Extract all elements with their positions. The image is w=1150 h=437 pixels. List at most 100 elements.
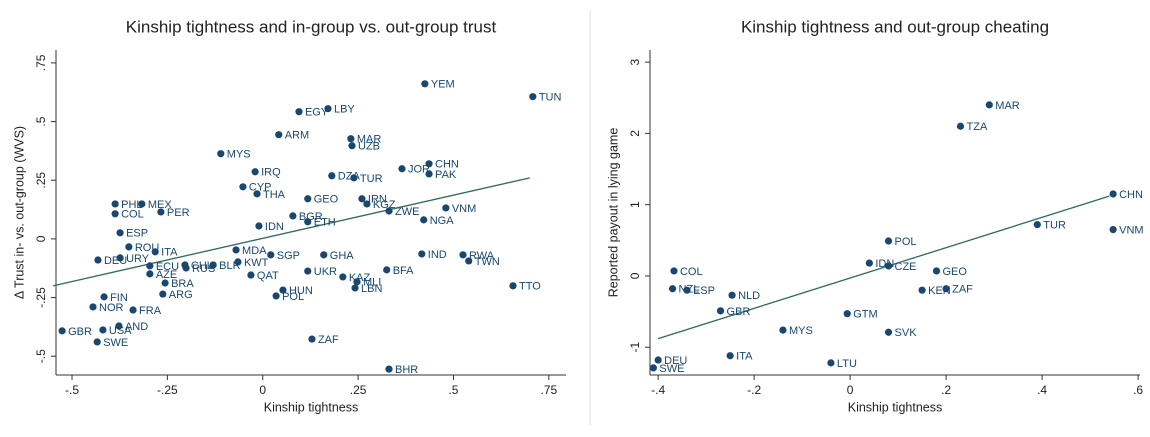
x-tick-label: 0 xyxy=(259,383,266,397)
point-label: KWT xyxy=(244,257,269,269)
point-label: ZAF xyxy=(952,284,973,296)
point-label: TUR xyxy=(360,173,383,185)
point-label: LBY xyxy=(334,104,355,116)
point-label: MEX xyxy=(148,199,173,211)
point xyxy=(146,270,154,278)
point xyxy=(348,142,356,150)
chart-title: Kinship tightness and out-group cheating xyxy=(741,17,1049,36)
point xyxy=(670,267,678,275)
point-label: TWN xyxy=(475,256,500,268)
point xyxy=(918,286,926,294)
point-label: CHN xyxy=(435,159,459,171)
point-label: GBR xyxy=(68,326,92,338)
point xyxy=(827,359,835,367)
x-tick-label: .6 xyxy=(1133,383,1143,397)
point xyxy=(304,218,312,226)
point xyxy=(251,168,259,176)
point xyxy=(509,282,517,290)
x-tick-label: -.25 xyxy=(157,383,178,397)
x-tick-label: .5 xyxy=(448,383,458,397)
point xyxy=(295,108,303,116)
point xyxy=(442,204,450,212)
point-label: ZWE xyxy=(395,206,419,218)
y-tick-label: 0 xyxy=(34,235,48,242)
point-label: URY xyxy=(126,253,150,265)
x-axis-title: Kinship tightness xyxy=(848,400,943,414)
point-label: BHR xyxy=(395,364,418,376)
y-tick-label: 0 xyxy=(628,272,642,279)
point-label: MYS xyxy=(227,149,251,161)
point xyxy=(253,190,261,198)
point-label: SGP xyxy=(277,250,300,262)
point xyxy=(138,200,146,208)
fit-line xyxy=(657,195,1110,340)
point xyxy=(146,262,154,270)
point-label: MDA xyxy=(242,245,267,257)
point xyxy=(1109,226,1117,234)
point xyxy=(58,327,66,335)
point xyxy=(425,160,433,168)
point-label: CHL xyxy=(191,260,213,272)
point xyxy=(99,326,107,334)
point xyxy=(418,250,426,258)
point-label: ETH xyxy=(314,217,336,229)
point-label: IRN xyxy=(368,194,387,206)
point-label: MLI xyxy=(363,277,381,289)
point xyxy=(728,291,736,299)
point xyxy=(94,256,102,264)
y-tick-label: 3 xyxy=(628,58,642,65)
point xyxy=(324,105,332,113)
x-tick-label: -.5 xyxy=(65,383,79,397)
point xyxy=(328,172,336,180)
point-label: ARG xyxy=(169,289,193,301)
point-label: DEU xyxy=(664,355,687,367)
point-label: PHL xyxy=(121,199,142,211)
point xyxy=(116,254,124,262)
x-tick-label: .4 xyxy=(1037,383,1047,397)
point xyxy=(779,326,787,334)
point-label: CZE xyxy=(895,261,917,273)
point xyxy=(247,271,255,279)
point xyxy=(465,257,473,265)
point xyxy=(1109,190,1117,198)
point xyxy=(398,165,406,173)
point xyxy=(209,261,217,269)
x-tick-label: -.4 xyxy=(651,383,665,397)
point-label: POL xyxy=(895,236,917,248)
y-axis-title: Reported payout in lying game xyxy=(606,128,620,298)
point-label: MYS xyxy=(789,325,813,337)
point xyxy=(151,248,159,256)
point-label: ECU xyxy=(156,261,179,273)
point-label: VNM xyxy=(452,203,476,215)
point-label: VNM xyxy=(1119,225,1143,237)
point xyxy=(279,286,287,294)
point xyxy=(884,262,893,270)
point xyxy=(100,293,108,301)
point xyxy=(347,135,355,143)
point xyxy=(161,279,169,287)
point xyxy=(884,237,893,245)
y-tick-label: -1 xyxy=(628,342,642,353)
point-label: RWA xyxy=(469,250,495,262)
point-label: ZAF xyxy=(318,334,339,346)
point-label: UZB xyxy=(358,141,380,153)
point-label: KGZ xyxy=(373,199,396,211)
point-label: MAR xyxy=(357,134,382,146)
x-tick-label: .2 xyxy=(941,383,951,397)
x-tick-label: .25 xyxy=(350,383,367,397)
fit-line xyxy=(52,177,530,287)
point-label: GEO xyxy=(314,194,339,206)
point xyxy=(255,222,263,230)
x-tick-label: .75 xyxy=(540,383,557,397)
point xyxy=(726,352,734,360)
point-label: PAK xyxy=(435,169,457,181)
point xyxy=(654,356,662,364)
point-label: ITA xyxy=(736,351,753,363)
point xyxy=(985,101,993,109)
point-label: GBR xyxy=(727,306,751,318)
point-label: COL xyxy=(121,209,144,221)
point xyxy=(111,200,119,208)
point-label: TUN xyxy=(539,92,562,104)
